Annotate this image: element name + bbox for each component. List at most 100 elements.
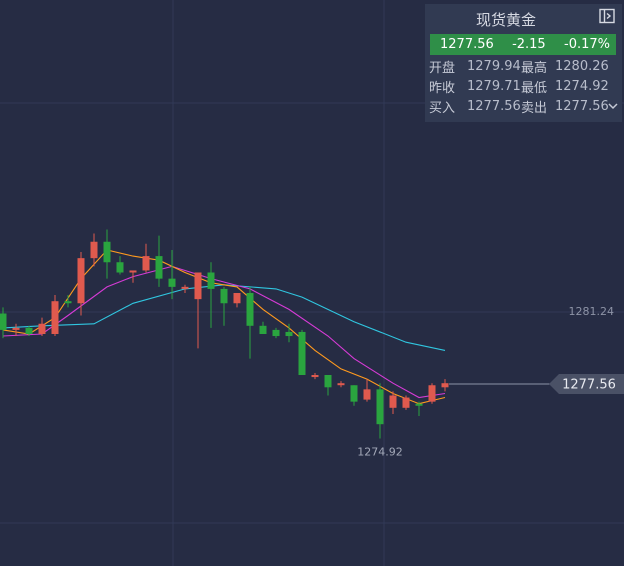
candle[interactable] [402,395,410,410]
moving-average-short-line [2,249,446,405]
candle[interactable] [207,262,215,328]
candle[interactable] [129,270,137,283]
candle[interactable] [90,233,98,267]
current-price-label: 1277.56 [562,378,616,393]
candle[interactable] [441,379,449,392]
candle-body [142,256,150,271]
candle[interactable] [324,375,332,396]
candle[interactable] [298,329,306,375]
last-price: 1277.56 [440,37,494,52]
candle-body [246,293,254,326]
bid-label: 买入 [429,100,456,116]
candle[interactable] [389,391,397,414]
candle-body [376,389,384,425]
open-label: 开盘 [429,60,456,76]
candle-body [324,375,332,388]
candle-body [428,385,436,402]
prev-close-value: 1279.71 [467,78,521,94]
candle[interactable] [272,327,280,339]
candle-body [259,325,267,334]
high-label: 最高 [521,60,548,76]
candle[interactable] [12,323,20,337]
candle-body [207,272,215,289]
candle[interactable] [233,293,241,308]
candle[interactable] [142,243,150,273]
candle[interactable] [168,249,176,300]
candle[interactable] [0,307,7,339]
prev-close-label: 昨收 [429,80,456,96]
candle[interactable] [415,401,423,416]
instrument-title: 现货黄金 [475,11,536,29]
candle[interactable] [337,381,345,388]
candle[interactable] [103,229,111,279]
bid-ask-row: 买入 1277.56 卖出 1277.56 [429,96,609,116]
quote-panel: 现货黄金 1277.56 -2.15 -0.17% 开盘 1279.94 最高 … [425,4,622,122]
candle-body [64,301,72,304]
candle-body [272,329,280,337]
candle-body [194,272,202,300]
price-axis-label: 1281.24 [569,305,615,318]
chevron-down-icon[interactable] [607,101,619,111]
candle[interactable] [181,284,189,293]
candle-body [12,327,20,330]
candle-body [103,241,111,263]
bid-value: 1277.56 [467,98,521,114]
candle[interactable] [116,256,124,275]
collapse-panel-icon[interactable] [598,7,616,25]
candle-body [77,258,85,304]
candle-body [90,241,98,259]
candle-body [155,256,163,279]
price-summary-bar: 1277.56 -2.15 -0.17% [430,34,616,55]
candle-body [285,331,293,337]
candle[interactable] [38,317,46,337]
candle[interactable] [194,272,202,349]
candle-body [441,383,449,388]
candle-body [337,383,345,386]
current-price-tag [549,374,624,395]
low-price-marker: 1274.92 [357,446,403,459]
candle[interactable] [246,286,254,359]
candle-body [38,323,46,334]
candle-body [233,293,241,304]
candle[interactable] [220,286,228,326]
ask-value: 1277.56 [555,98,609,114]
candle[interactable] [363,379,371,402]
low-label: 最低 [521,80,548,96]
price-change: -2.15 [512,37,546,52]
candle-body [363,389,371,400]
low-value: 1274.92 [555,78,609,94]
candle-body [116,262,124,273]
price-change-percent: -0.17% [564,37,610,52]
candle[interactable] [64,295,72,308]
candle[interactable] [77,252,85,316]
moving-average-mid-line [2,265,446,399]
candle[interactable] [51,295,59,337]
ask-label: 卖出 [521,100,548,116]
candle[interactable] [428,383,436,404]
candle-body [402,397,410,408]
candle-body [129,270,137,273]
candle-body [181,286,189,289]
candle-body [168,278,176,287]
candle-body [415,403,423,406]
candle[interactable] [376,383,384,439]
candle-body [220,288,228,304]
candle[interactable] [25,325,33,337]
candle-body [51,301,59,334]
candle-body [25,327,33,334]
candle-body [350,385,358,402]
candle-body [298,331,306,375]
candle-body [389,395,397,408]
high-value: 1280.26 [555,58,609,74]
open-high-row: 开盘 1279.94 最高 1280.26 [429,56,609,76]
open-value: 1279.94 [467,58,521,74]
candle[interactable] [155,235,163,287]
candle-body [311,375,319,378]
candle-body [0,313,7,330]
candle[interactable] [259,321,267,334]
candle[interactable] [311,372,319,380]
candle[interactable] [285,323,293,343]
candle[interactable] [350,385,358,406]
